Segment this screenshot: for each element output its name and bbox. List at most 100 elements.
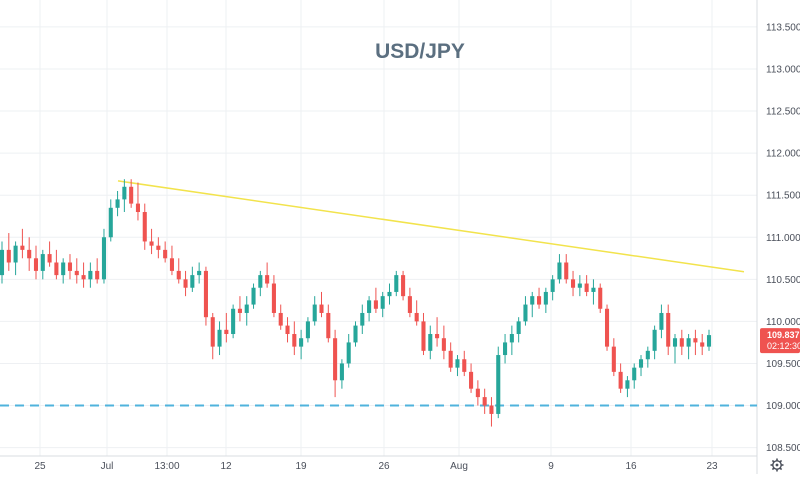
x-tick-label: 23 [706, 461, 718, 472]
candle-body [129, 186, 134, 204]
candle-body [394, 275, 399, 292]
candle [564, 254, 569, 284]
trendline-group[interactable] [117, 180, 745, 273]
candle-body [231, 308, 236, 335]
candle [47, 241, 52, 267]
candle-body [679, 338, 684, 347]
candle-body [604, 308, 610, 347]
candle-body [40, 254, 45, 271]
candle-body [333, 338, 338, 381]
candle [33, 245, 39, 280]
x-tick-label: 19 [295, 461, 307, 472]
candle-body [469, 371, 474, 389]
price-axis[interactable]: 108.500 109.000 109.500 110.000 110.500 111.0… [766, 22, 800, 454]
candle-body [156, 245, 161, 250]
candle-body [496, 355, 501, 414]
candle-body [700, 342, 705, 347]
candle-body [33, 258, 39, 271]
candle [163, 241, 168, 263]
candle-body [299, 338, 304, 347]
candle [373, 287, 378, 313]
candle [81, 262, 86, 288]
candle-body [292, 334, 297, 347]
candle [122, 179, 127, 213]
candle [557, 254, 562, 284]
candle-body [108, 207, 113, 238]
y-tick-label: 111.000 [766, 233, 800, 244]
candle [305, 317, 310, 343]
candle [496, 346, 501, 419]
candle [54, 249, 59, 280]
time-axis[interactable]: 25 Jul 13:00 12 19 26 Aug 9 16 23 [34, 461, 718, 472]
candle-body [88, 270, 93, 280]
current-price-label: 109.837 02:12:30 [760, 328, 800, 354]
candle [693, 329, 698, 356]
candle [475, 380, 480, 406]
candle-body [570, 279, 576, 288]
candle [360, 304, 365, 335]
y-tick-label: 110.500 [766, 275, 800, 286]
candle [149, 228, 154, 255]
candle-body [530, 296, 535, 305]
candle-body [122, 186, 127, 200]
candle [244, 296, 249, 326]
candle-body [142, 212, 147, 242]
x-tick-label: 13:00 [154, 461, 179, 472]
candle [543, 287, 548, 313]
candle [67, 254, 73, 280]
candle [339, 359, 344, 389]
candle-body [149, 241, 154, 246]
candle-body [163, 249, 168, 259]
candle-body [101, 237, 107, 280]
candle [115, 190, 120, 217]
candle-body [489, 405, 494, 414]
candle [0, 241, 5, 284]
candle [570, 270, 576, 297]
candle-body [407, 296, 412, 313]
candle-body [577, 283, 582, 288]
settings-gear-icon[interactable] [770, 458, 784, 472]
candle [251, 283, 256, 309]
candle-body [312, 304, 317, 322]
candle [407, 287, 412, 318]
candle [428, 325, 433, 360]
candle-body [475, 388, 480, 398]
candle-body [265, 275, 270, 284]
candle-body [557, 262, 562, 280]
candle [224, 312, 229, 343]
x-tick-label: 9 [548, 461, 554, 472]
trendline[interactable] [117, 180, 745, 273]
candle [326, 304, 331, 343]
candle [455, 355, 460, 377]
candle-body [462, 359, 467, 372]
candle [598, 283, 603, 313]
candle [13, 241, 18, 276]
candle [401, 270, 406, 301]
candle-body [537, 296, 542, 305]
candle-body [176, 270, 181, 280]
candle [135, 182, 141, 221]
candle [61, 258, 66, 284]
candle [27, 237, 32, 271]
candle-body [598, 287, 603, 309]
candle [169, 245, 174, 276]
candle [509, 325, 514, 356]
y-tick-label: 108.500 [766, 443, 800, 454]
candle [618, 363, 623, 393]
candle-body [414, 312, 419, 322]
candle [346, 334, 351, 368]
y-tick-label: 112.500 [766, 107, 800, 118]
candle-body [20, 245, 25, 250]
candle [95, 258, 100, 284]
grid-lines [0, 0, 757, 456]
candle-body [224, 329, 229, 335]
countdown-timer: 02:12:30 [767, 341, 800, 351]
candle-body [95, 270, 100, 280]
candle-body [652, 329, 657, 351]
candle-body [421, 321, 426, 351]
candle-body [373, 300, 378, 309]
current-price-badge [760, 328, 800, 354]
y-tick-label: 110.000 [766, 317, 800, 328]
